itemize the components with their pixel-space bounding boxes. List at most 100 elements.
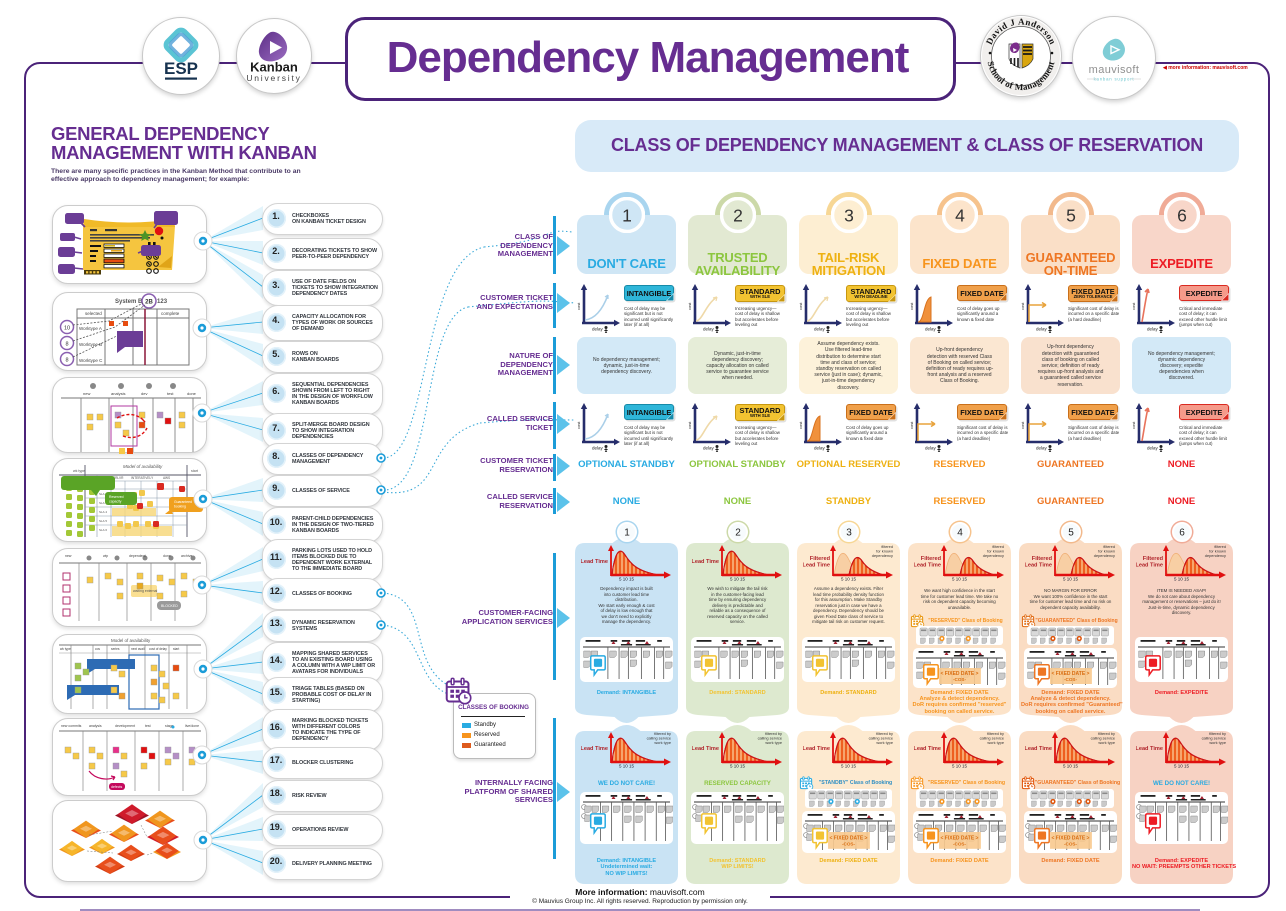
svg-text:delay: delay [1147, 327, 1159, 332]
svg-text:AWS: AWS [163, 476, 170, 480]
svg-text:cost: cost [687, 421, 692, 429]
svg-text:cos: cos [95, 647, 100, 651]
svg-text:mauvisoft: mauvisoft [1089, 64, 1140, 76]
svg-text:stage: stage [165, 724, 174, 728]
svg-text:cost: cost [1020, 302, 1025, 310]
svg-text:8: 8 [65, 342, 68, 348]
svg-text:Filtered: Filtered [810, 556, 831, 562]
svg-text:for known: for known [876, 549, 893, 554]
svg-text:filtered by: filtered by [654, 731, 671, 736]
svg-text:waiting external: waiting external [133, 589, 158, 593]
svg-text:dependency: dependency [983, 553, 1004, 558]
svg-text:cost: cost [1020, 421, 1025, 429]
svg-text:development: development [115, 724, 135, 728]
svg-text:delay: delay [1036, 327, 1048, 332]
svg-text:calling service: calling service [1202, 736, 1226, 741]
svg-text:work type: work type [765, 740, 782, 745]
svg-text:5 10 15: 5 10 15 [619, 577, 635, 582]
svg-text:Filtered: Filtered [921, 556, 942, 562]
svg-text:5 10 15: 5 10 15 [952, 764, 968, 769]
svg-text:dependency: dependency [1094, 553, 1115, 558]
svg-text:Lead Time: Lead Time [1136, 746, 1163, 752]
svg-text:filtered: filtered [992, 544, 1004, 549]
svg-text:5 10 15: 5 10 15 [841, 577, 857, 582]
svg-text:Lead Time: Lead Time [1025, 562, 1052, 568]
svg-text:2: 2 [733, 206, 743, 226]
svg-text:delay: delay [925, 327, 937, 332]
svg-text:-COS-: -COS- [842, 841, 855, 846]
svg-text:delay: delay [703, 327, 715, 332]
svg-text:SLA 2: SLA 2 [99, 492, 107, 496]
svg-text:5 10 15: 5 10 15 [1063, 764, 1079, 769]
svg-text:work type: work type [654, 740, 671, 745]
svg-text:done: done [163, 554, 171, 558]
svg-text:cost: cost [576, 302, 581, 310]
svg-text:SLA 6: SLA 6 [99, 528, 107, 532]
svg-text:SLA 4: SLA 4 [99, 510, 107, 514]
svg-text:5 10 15: 5 10 15 [619, 764, 635, 769]
svg-text:calling service: calling service [647, 736, 671, 741]
svg-text:filtered by: filtered by [1098, 731, 1115, 736]
svg-text:start: start [191, 469, 198, 473]
svg-text:Worktype A: Worktype A [79, 326, 102, 331]
svg-text:ESP: ESP [164, 59, 198, 78]
svg-text:6: 6 [1177, 206, 1187, 226]
svg-text:delay: delay [814, 327, 826, 332]
svg-text:delay: delay [925, 446, 937, 451]
svg-text:University: University [246, 73, 301, 83]
svg-text:cost of delay: cost of delay [149, 647, 167, 651]
svg-text:BLOCKED: BLOCKED [161, 604, 178, 608]
svg-text:capacity: capacity [109, 500, 122, 504]
svg-text:< FIXED DATE >: < FIXED DATE > [1052, 836, 1090, 842]
svg-text:SLA 5: SLA 5 [99, 519, 107, 523]
svg-text:delay: delay [1036, 446, 1048, 451]
svg-text:-COS-: -COS- [953, 677, 966, 682]
svg-text:dependent: dependent [129, 554, 146, 558]
svg-text:3: 3 [846, 528, 852, 539]
svg-text:6: 6 [1179, 528, 1185, 539]
svg-text:cost: cost [798, 302, 803, 310]
svg-text:Model of availability: Model of availability [123, 464, 163, 469]
svg-text:work type: work type [1209, 740, 1226, 745]
svg-text:delay: delay [703, 446, 715, 451]
svg-text:archive: archive [181, 554, 192, 558]
svg-text:SRLVR: SRLVR [113, 476, 124, 480]
svg-text:calling service: calling service [1091, 736, 1115, 741]
svg-text:cost: cost [909, 302, 914, 310]
svg-text:new: new [65, 554, 72, 558]
svg-text:filtered by: filtered by [987, 731, 1004, 736]
svg-text:Filtered: Filtered [1143, 556, 1164, 562]
svg-text:done: done [187, 391, 197, 396]
svg-text:5 10 15: 5 10 15 [1174, 764, 1190, 769]
svg-text:< FIXED DATE >: < FIXED DATE > [830, 836, 868, 842]
svg-text:Lead Time: Lead Time [914, 562, 941, 568]
svg-text:calling service: calling service [980, 736, 1004, 741]
svg-text:series: series [111, 647, 120, 651]
svg-text:next avail: next avail [131, 647, 145, 651]
svg-text:work type: work type [876, 740, 893, 745]
svg-text:new: new [83, 391, 90, 396]
svg-text:-COS-: -COS- [953, 841, 966, 846]
svg-text:1: 1 [624, 528, 630, 539]
svg-text:2B: 2B [145, 300, 153, 306]
svg-text:Lead Time: Lead Time [803, 562, 830, 568]
svg-text:delay: delay [592, 327, 604, 332]
svg-text:complete: complete [161, 311, 180, 316]
svg-text:delay: delay [592, 446, 604, 451]
svg-text:filtered: filtered [1103, 544, 1115, 549]
svg-text:-COS-: -COS- [1064, 841, 1077, 846]
svg-text:8: 8 [65, 358, 68, 364]
svg-text:live/done: live/done [185, 724, 199, 728]
svg-text:for known: for known [987, 549, 1004, 554]
svg-text:Kanban: Kanban [250, 60, 298, 75]
svg-text:work type: work type [987, 740, 1004, 745]
svg-text:Lead Time: Lead Time [1136, 562, 1163, 568]
svg-text:< FIXED DATE >: < FIXED DATE > [941, 671, 979, 677]
svg-text:Lead Time: Lead Time [581, 559, 608, 565]
svg-text:filtered: filtered [1214, 544, 1226, 549]
svg-text:analysis: analysis [89, 724, 102, 728]
svg-text:Model of availability: Model of availability [111, 638, 151, 643]
svg-text:dependency: dependency [872, 553, 893, 558]
svg-text:wk type: wk type [73, 469, 85, 473]
svg-text:4: 4 [955, 206, 965, 226]
